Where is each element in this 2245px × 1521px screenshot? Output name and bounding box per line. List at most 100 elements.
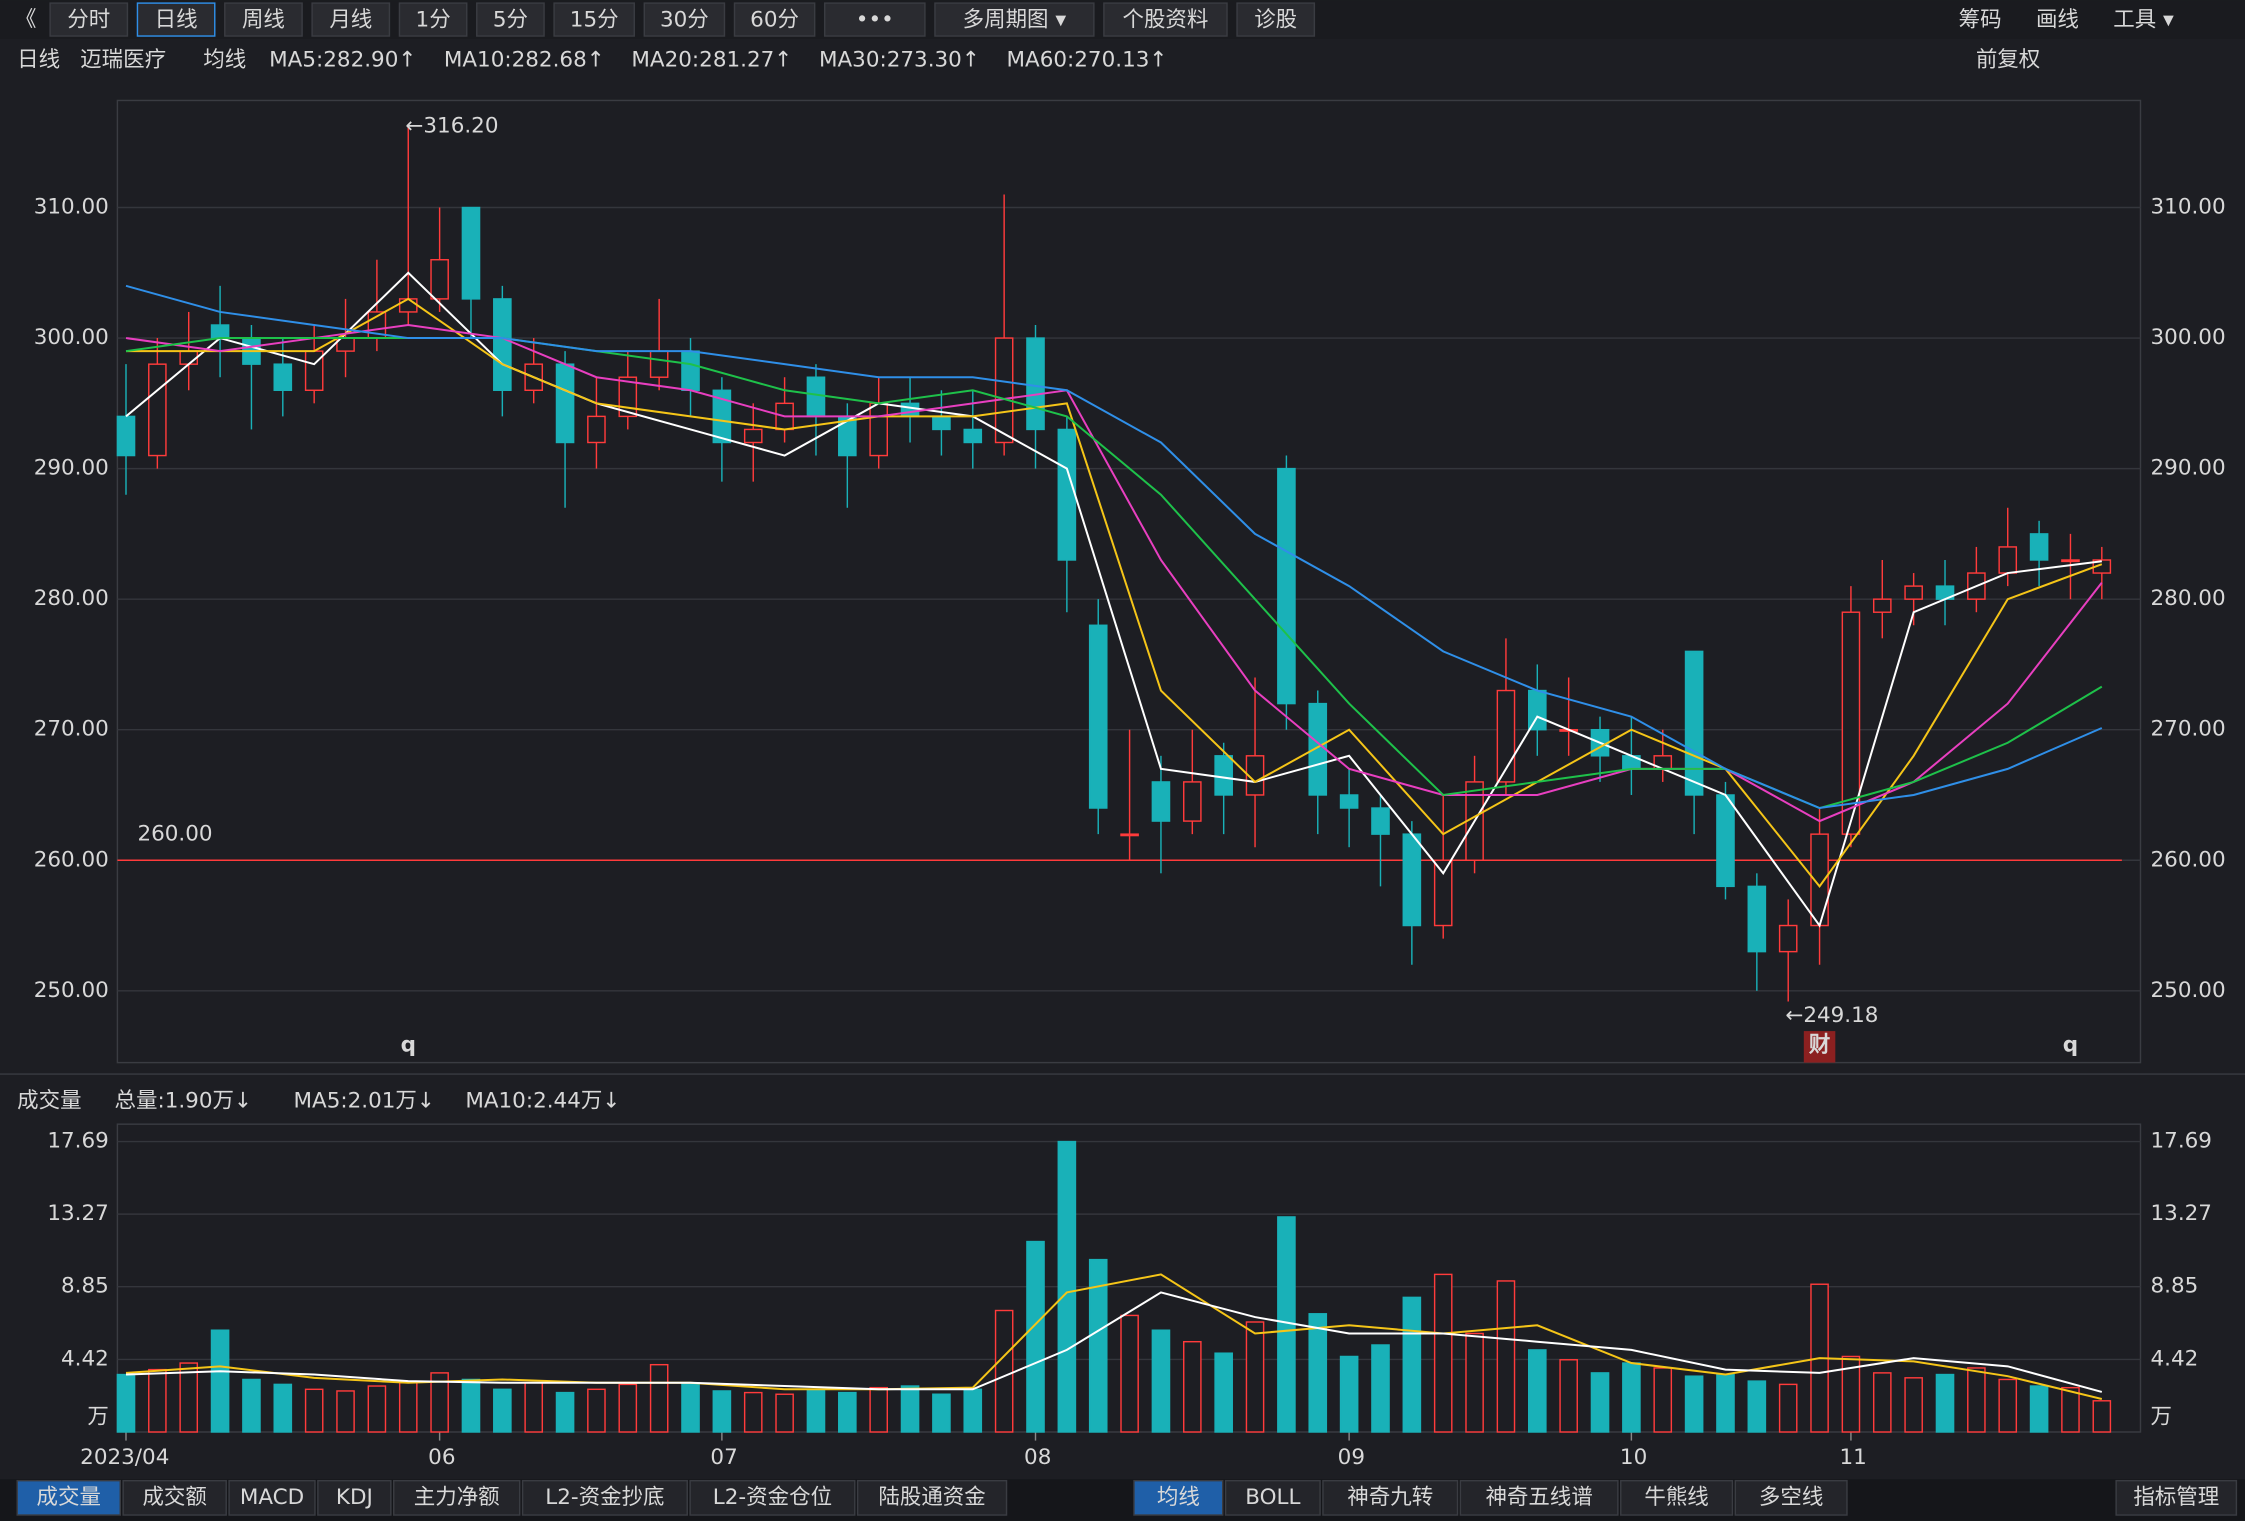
vol-legend: MA5:2.01万↓ [294,1088,435,1113]
toolbar-button[interactable] [643,2,726,37]
toolbar-label[interactable]: 15分 [570,7,619,32]
y-tick-label: 250.00 [34,978,109,1003]
toolbar-right[interactable]: 工具 ▾ [2113,7,2174,32]
volume-bar [1653,1367,1673,1433]
volume-bar [555,1391,575,1433]
toolbar-right[interactable]: 筹码 [1959,7,2002,32]
toolbar-button[interactable] [1103,2,1228,37]
volume-bar [618,1383,638,1433]
toolbar-button[interactable] [733,2,816,37]
tab-label[interactable]: BOLL [1245,1485,1300,1510]
candle-body [1778,924,1798,953]
toolbar-button[interactable] [553,2,635,37]
tab[interactable] [521,1479,688,1516]
tab-label[interactable]: KDJ [336,1485,373,1510]
volume-bar [493,1388,512,1433]
stock-name: 迈瑞医疗 [80,47,166,72]
candle-body [649,350,669,378]
adjust: 前复权 [1976,47,2040,72]
tab-label[interactable]: 神奇五线谱 [1485,1485,1592,1510]
toolbar-label[interactable]: ••• [856,7,894,32]
toolbar-label[interactable]: 周线 [242,7,285,32]
toolbar-button[interactable] [934,2,1095,37]
y-tick-label-right: 250.00 [2151,978,2226,1003]
volume-bar [932,1393,951,1433]
toolbar-label[interactable]: 30分 [660,7,709,32]
tab-label[interactable]: 陆股通资金 [878,1485,985,1510]
tab-label[interactable]: L2-资金抄底 [545,1485,664,1510]
tab-label[interactable]: 成交额 [142,1485,206,1510]
period: 日线 [17,47,60,72]
toolbar-button[interactable] [398,2,468,37]
volume-bar [1245,1321,1265,1433]
tab[interactable] [1620,1479,1734,1516]
volume-bar [1496,1280,1516,1433]
tab[interactable] [1224,1479,1321,1516]
tab[interactable] [856,1479,1008,1516]
toolbar-button[interactable] [476,2,545,37]
event-marker: q [2063,1032,2078,1057]
tab-label[interactable]: MACD [240,1485,304,1510]
toolbar-label[interactable]: 多周期图 ▾ [963,7,1067,32]
volume-bar [1904,1377,1923,1433]
candle-body [1998,546,2018,574]
toolbar-label[interactable]: 60分 [750,7,799,32]
y-tick-label: 260.00 [34,847,109,872]
toolbar-label[interactable]: 日线 [155,7,198,32]
tab[interactable] [228,1479,316,1516]
tab-label[interactable]: 主力净额 [414,1485,500,1510]
volume-bar [1590,1372,1610,1433]
toolbar-label[interactable]: 《 [15,7,36,32]
toolbar-right[interactable]: 画线 [2036,7,2079,32]
toolbar-button[interactable] [1236,2,1316,37]
tab[interactable] [122,1479,227,1516]
tab-label[interactable]: 均线 [1157,1485,1200,1510]
volume-bar [116,1373,136,1433]
candle-body [210,324,230,339]
toolbar-button[interactable] [136,2,216,37]
tab-label[interactable]: 牛熊线 [1644,1485,1708,1510]
candle-body [1057,428,1077,561]
candle-body [994,337,1014,444]
tab[interactable] [1734,1479,1848,1516]
candle-body [869,402,888,457]
candle-body [963,428,983,444]
toolbar-button[interactable] [224,2,303,37]
tab-label[interactable]: 多空线 [1759,1485,1823,1510]
toolbar-button[interactable] [49,2,129,37]
vol-legend: 总量:1.90万↓ [115,1088,252,1113]
volume-bar [838,1391,857,1433]
vol-tick-label-right: 8.85 [2151,1274,2199,1299]
candle-body [1277,467,1296,705]
volume-bar [1402,1296,1422,1433]
y-tick-label: 310.00 [34,195,109,220]
toolbar-label[interactable]: 分时 [67,7,110,32]
candle-body [493,298,512,391]
tab-label[interactable]: 成交量 [37,1485,101,1510]
tab-label[interactable]: 指标管理 [2133,1485,2219,1510]
tab[interactable] [393,1479,521,1516]
toolbar-button[interactable] [311,2,391,37]
ma-line [125,284,2103,810]
candle-body [1183,781,1202,822]
tab-label[interactable]: 神奇九转 [1347,1485,1433,1510]
toolbar-label[interactable]: 月线 [329,7,372,32]
toolbar-label[interactable]: 诊股 [1254,7,1297,32]
tab-label[interactable]: L2-资金仓位 [713,1485,832,1510]
tab[interactable] [2115,1479,2238,1516]
volume-bar [1716,1373,1735,1433]
tab[interactable] [16,1479,121,1516]
toolbar-label[interactable]: 1分 [416,7,451,32]
tab[interactable] [689,1479,856,1516]
tab[interactable] [1459,1479,1619,1516]
tab[interactable] [1322,1479,1459,1516]
tab[interactable] [1133,1479,1224,1516]
volume-bar [900,1385,920,1433]
volume-bar [273,1383,293,1433]
toolbar-label[interactable]: 个股资料 [1123,7,1209,32]
toolbar-label[interactable]: 5分 [493,7,528,32]
volume-bar [1778,1383,1798,1433]
tab[interactable] [317,1479,392,1516]
toolbar-button[interactable] [823,2,926,37]
